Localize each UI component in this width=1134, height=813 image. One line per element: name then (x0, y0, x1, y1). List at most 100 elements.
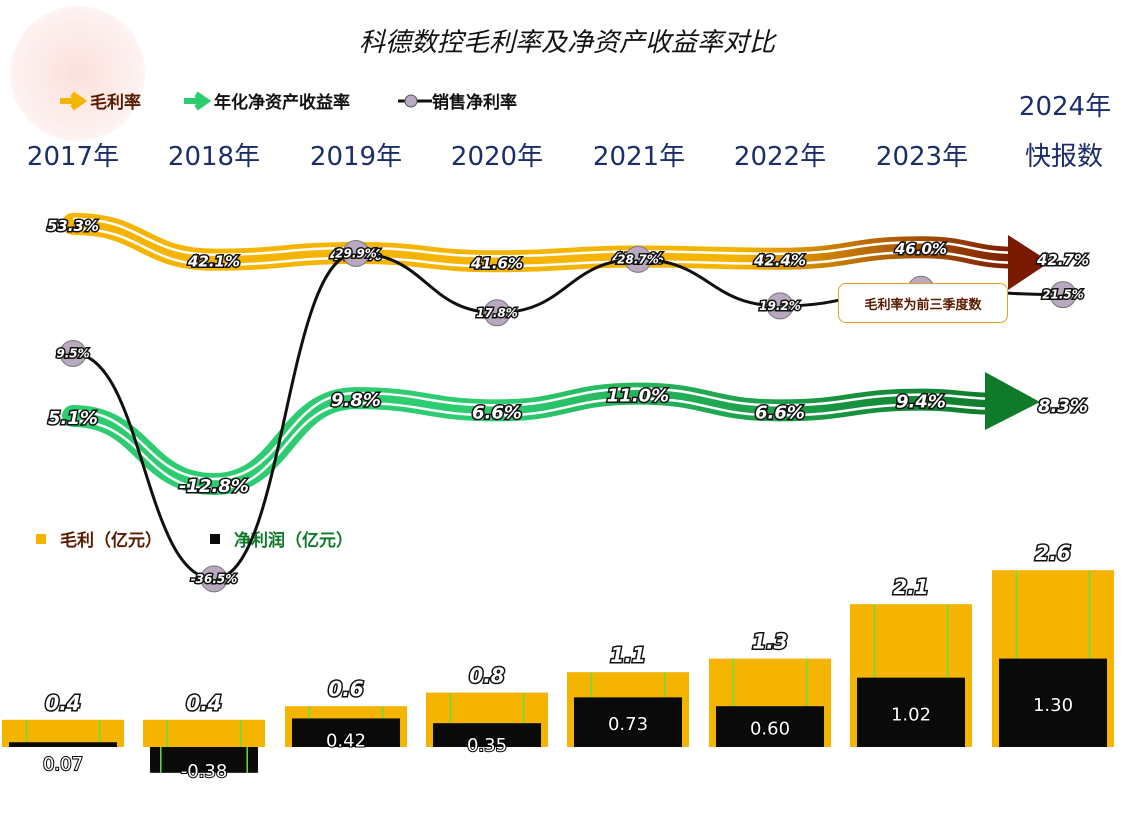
legend-net-margin: 销售净利率 (398, 88, 517, 113)
gross-margin-label: 41.6% (470, 254, 523, 272)
year-label: 2018年 (167, 142, 261, 172)
chart-title: 科德数控毛利率及净资产收益率对比 (358, 28, 775, 58)
roe-label: -12.8% (179, 476, 249, 497)
net-profit-bar (433, 723, 541, 747)
net-margin-marker (624, 245, 652, 273)
gross-margin-ribbon (62, 212, 1029, 273)
legend-roe: 年化净资产收益率 (182, 88, 350, 113)
net-profit-bar-rect (716, 706, 824, 747)
roe-label: 11.0% (607, 386, 669, 407)
gross-margin-ribbon-band (62, 212, 1029, 273)
legend-net-profit: 净利润（亿元） (210, 526, 353, 551)
roe-label: 5.1% (48, 408, 98, 429)
square-icon-gold (36, 533, 46, 544)
gross-margin-arrowhead (1008, 235, 1050, 290)
gross-profit-value: 2.1 (893, 575, 928, 599)
net-profit-bar (9, 742, 117, 747)
year-2024-label: 2024年 (1018, 92, 1112, 122)
net-margin-label: 21.5% (1042, 288, 1084, 302)
net-profit-bar (292, 718, 400, 747)
gross-profit-value: 1.3 (752, 630, 787, 654)
net-margin-label: 9.5% (56, 346, 89, 360)
net-profit-value: -0.38 (181, 761, 228, 782)
roe-ribbon (62, 382, 1011, 496)
net-profit-value: 1.02 (891, 704, 931, 725)
legend-gross-profit-label: 毛利（亿元） (60, 531, 162, 551)
net-profit-bar (150, 747, 258, 773)
gross-profit-value: 0.4 (45, 691, 80, 715)
net-profit-value: 0.73 (608, 714, 648, 735)
net-margin-label: 28.7% (617, 252, 659, 266)
net-profit-value: 1.30 (1033, 695, 1073, 716)
net-profit-bar (857, 677, 965, 747)
legend-net-profit-label: 净利润（亿元） (234, 531, 353, 551)
legend-net-margin-label: 销售净利率 (432, 93, 517, 113)
year-label: 2023年 (875, 142, 969, 172)
year-label: 2017年 (26, 142, 120, 172)
roe-label: 9.8% (331, 390, 381, 411)
year-label: 快报数 (1024, 142, 1103, 172)
net-profit-bar (716, 706, 824, 747)
gross-profit-value: 0.8 (469, 664, 505, 688)
net-profit-value: 0.42 (326, 730, 366, 751)
net-margin-label: 17.8% (476, 306, 518, 320)
line-marker-icon (398, 94, 432, 107)
net-margin-marker (1049, 281, 1077, 309)
gross-profit-value: 2.6 (1035, 541, 1071, 565)
year-label: 2021年 (592, 142, 686, 172)
net-profit-bar-rect (999, 658, 1107, 747)
roe-label: 6.6% (472, 402, 522, 423)
net-margin-marker (483, 299, 511, 327)
gross-profit-bar (143, 719, 265, 747)
net-margin-label: 19.2% (759, 299, 801, 313)
net-margin-marker (59, 339, 87, 367)
year-label: 2022年 (733, 142, 827, 172)
roe-ribbon-band (62, 382, 1011, 496)
roe-ribbon-stripe (72, 397, 1001, 491)
roe-label: 6.6% (755, 402, 805, 423)
net-margin-marker (342, 239, 370, 267)
net-margin-label: -36.5% (191, 572, 238, 586)
year-label: 2019年 (309, 142, 403, 172)
net-margin-label: 29.9% (335, 246, 377, 260)
roe-label: 8.3% (1038, 396, 1088, 417)
arrow-icon-green (184, 91, 212, 110)
legend-roe-label: 年化净资产收益率 (214, 93, 350, 113)
net-profit-bar-rect (574, 697, 682, 747)
net-profit-bar-rect (150, 747, 258, 773)
roe-arrowhead (985, 372, 1040, 430)
gross-profit-value: 0.4 (186, 691, 221, 715)
watermark-logo (10, 6, 145, 141)
gross-margin-ribbon-stripe (72, 217, 1019, 258)
net-profit-bar-rect (857, 677, 965, 747)
legend-gross-profit: 毛利（亿元） (36, 526, 162, 551)
legend-gross-margin-label: 毛利率 (90, 93, 141, 113)
roe-label: 9.4% (896, 392, 946, 413)
arrow-icon-gold (60, 91, 88, 110)
roe-ribbon-stripe (72, 387, 1001, 481)
square-icon-black (210, 533, 220, 544)
gross-profit-value: 0.6 (328, 677, 364, 701)
net-profit-bar (574, 697, 682, 747)
legend-gross-margin: 毛利率 (58, 88, 141, 113)
net-margin-marker (200, 565, 228, 593)
gross-margin-ribbon-stripe (72, 227, 1019, 268)
net-profit-bar (999, 658, 1107, 747)
net-profit-bar-rect (292, 718, 400, 747)
gross-profit-value: 1.1 (610, 643, 645, 667)
net-profit-value: 0.60 (750, 719, 790, 740)
gross-profit-bar-rect (143, 719, 265, 747)
gross-margin-label: 46.0% (894, 240, 947, 258)
callout-note: 毛利率为前三季度数 (838, 283, 1008, 323)
gross-margin-label: 42.7% (1036, 251, 1089, 269)
net-profit-value: 0.07 (43, 754, 83, 775)
gross-margin-label: 53.3% (47, 217, 99, 235)
net-margin-marker (766, 292, 794, 320)
year-label: 2020年 (450, 142, 544, 172)
net-profit-value: 0.35 (467, 735, 507, 756)
net-profit-bar-rect (9, 742, 117, 747)
gross-margin-label: 42.4% (753, 252, 806, 270)
gross-margin-label: 42.1% (187, 253, 240, 271)
net-profit-bar-rect (433, 723, 541, 747)
